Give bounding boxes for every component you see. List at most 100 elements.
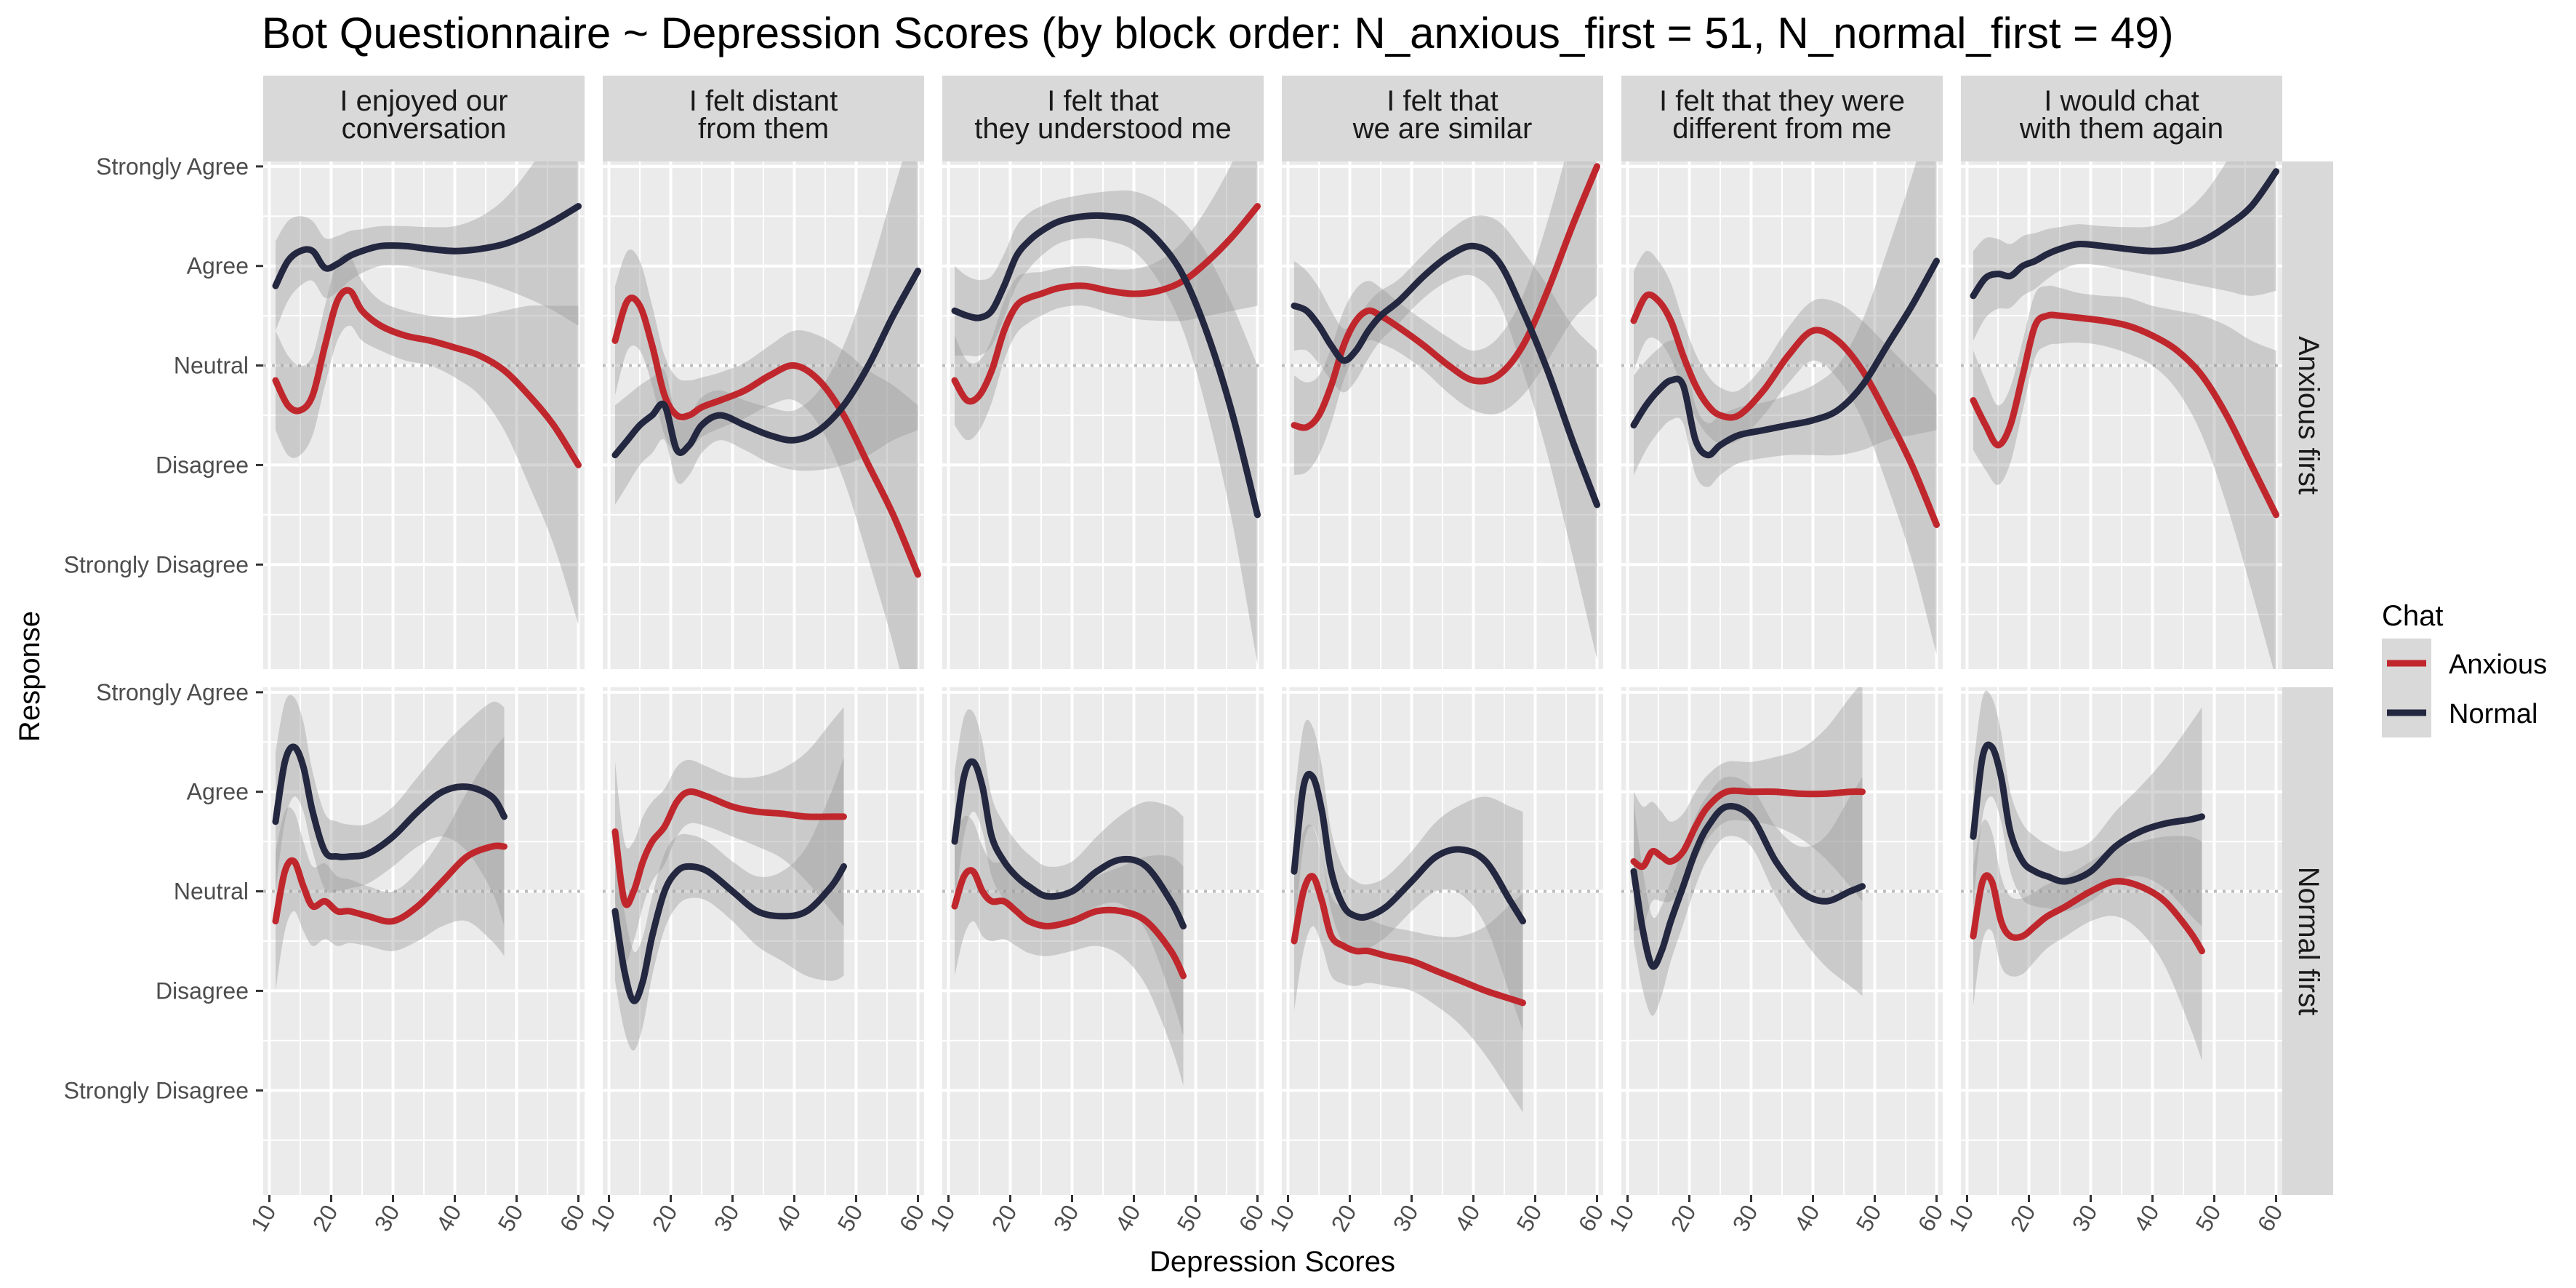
series-line-anxious: [1630, 787, 1866, 871]
confidence-ribbon-anxious: [1294, 824, 1523, 1113]
x-tick-label: 50: [2191, 1201, 2226, 1236]
series-line-normal: [1291, 770, 1526, 925]
facet-strip-label: I would chat: [2044, 85, 2199, 117]
smooth-lines: [1291, 163, 1600, 508]
series-line-anxious: [611, 788, 847, 908]
facet-row-label: Normal first: [2292, 867, 2324, 1015]
x-tick-label: 60: [1913, 1201, 1949, 1236]
facet-strip: [1961, 76, 2282, 161]
x-tick-label: 50: [1512, 1201, 1547, 1236]
x-tick-label: 30: [1728, 1201, 1763, 1236]
y-tick-label: Neutral: [174, 879, 249, 905]
facet-panel: [942, 161, 1264, 669]
confidence-ribbons: [955, 161, 1258, 665]
y-tick-label: Agree: [187, 779, 249, 805]
chart-title: Bot Questionnaire ~ Depression Scores (b…: [262, 9, 2174, 57]
x-tick-label: 40: [1450, 1201, 1485, 1236]
x-tick-label: 50: [1172, 1201, 1208, 1236]
y-tick-label: Strongly Agree: [96, 679, 249, 705]
smooth-lines: [611, 788, 847, 1004]
facet-panel: [1961, 687, 2282, 1195]
series-line-normal: [272, 203, 582, 289]
facet-strip: [263, 76, 585, 161]
confidence-ribbon-normal: [615, 756, 844, 1051]
confidence-ribbon-anxious: [955, 815, 1184, 1086]
confidence-ribbon-normal: [955, 190, 1258, 665]
x-tick-label: 60: [1234, 1201, 1269, 1236]
confidence-ribbon-anxious: [615, 707, 844, 963]
x-tick-label: 10: [1604, 1201, 1640, 1236]
facet-strip: [1621, 76, 1943, 161]
confidence-ribbon-normal: [1634, 161, 1937, 487]
series-line-anxious: [951, 867, 1187, 980]
x-tick-label: 40: [2129, 1201, 2164, 1236]
series-line-normal: [1970, 741, 2205, 885]
y-tick-label: Strongly Disagree: [64, 551, 249, 577]
series-line-normal: [611, 863, 847, 1004]
facet-panel: [263, 687, 585, 1195]
series-line-normal: [1970, 168, 2279, 300]
facet-row-label: Anxious first: [2292, 336, 2324, 495]
series-line-anxious: [1970, 872, 2205, 955]
y-tick-label: Agree: [187, 253, 249, 279]
facet-panel: [603, 687, 924, 1195]
x-tick-label: 40: [431, 1201, 467, 1236]
confidence-ribbons: [615, 707, 844, 1051]
series-line-anxious: [1291, 873, 1526, 1007]
smooth-lines: [951, 758, 1187, 980]
confidence-ribbons: [1294, 719, 1523, 1113]
confidence-ribbon-normal: [276, 695, 505, 927]
x-tick-label: 20: [987, 1201, 1022, 1236]
series-line-anxious: [1630, 291, 1940, 528]
series-line-anxious: [611, 295, 921, 578]
smooth-lines: [1630, 787, 1866, 970]
confidence-ribbons: [276, 695, 505, 991]
facet-row-strip: [2282, 687, 2333, 1195]
series-line-normal: [272, 743, 507, 860]
y-tick-label: Disagree: [156, 977, 249, 1004]
confidence-ribbon-anxious: [1294, 161, 1597, 476]
smooth-lines: [1970, 168, 2279, 519]
x-tick-label: 10: [246, 1201, 281, 1236]
confidence-ribbon-anxious: [615, 249, 918, 669]
smooth-lines: [951, 203, 1261, 519]
x-tick-label: 50: [832, 1201, 868, 1236]
facet-panel: [1621, 687, 1943, 1195]
confidence-ribbons: [955, 709, 1184, 1086]
confidence-ribbon-anxious: [276, 254, 579, 625]
x-tick-label: 60: [555, 1201, 590, 1236]
series-line-anxious: [272, 842, 507, 925]
x-tick-label: 60: [1573, 1201, 1609, 1236]
series-line-normal: [1630, 257, 1940, 459]
x-tick-label: 20: [1326, 1201, 1362, 1236]
series-line-anxious: [272, 287, 582, 468]
smooth-lines: [272, 743, 507, 925]
x-tick-label: 50: [1851, 1201, 1887, 1236]
x-tick-label: 60: [894, 1201, 930, 1236]
x-tick-label: 20: [1666, 1201, 1701, 1236]
series-line-normal: [951, 758, 1187, 929]
legend-title: Chat: [2382, 600, 2444, 632]
facet-strip-label: with them again: [2019, 113, 2223, 145]
facet-strip-label: I felt that they were: [1659, 85, 1905, 117]
x-tick-label: 20: [308, 1201, 343, 1236]
series-line-normal: [611, 268, 921, 459]
facet-strip: [603, 76, 924, 161]
smooth-lines: [1630, 257, 1940, 528]
y-tick-label: Strongly Disagree: [64, 1077, 249, 1103]
series-line-anxious: [1291, 163, 1600, 431]
facet-row-strip: [2282, 161, 2333, 669]
y-tick-label: Neutral: [174, 353, 249, 379]
x-tick-label: 10: [1943, 1201, 1979, 1236]
facet-strip-label: I felt that: [1387, 85, 1498, 117]
confidence-ribbon-anxious: [1634, 250, 1937, 655]
facet-panel: [1282, 161, 1603, 669]
series-line-anxious: [951, 203, 1261, 405]
y-axis-title: Response: [14, 611, 46, 742]
x-tick-label: 20: [647, 1201, 683, 1236]
series-line-normal: [1291, 242, 1600, 508]
legend: Chat Anxious Normal: [2382, 600, 2547, 737]
confidence-ribbon-normal: [1294, 719, 1523, 1031]
